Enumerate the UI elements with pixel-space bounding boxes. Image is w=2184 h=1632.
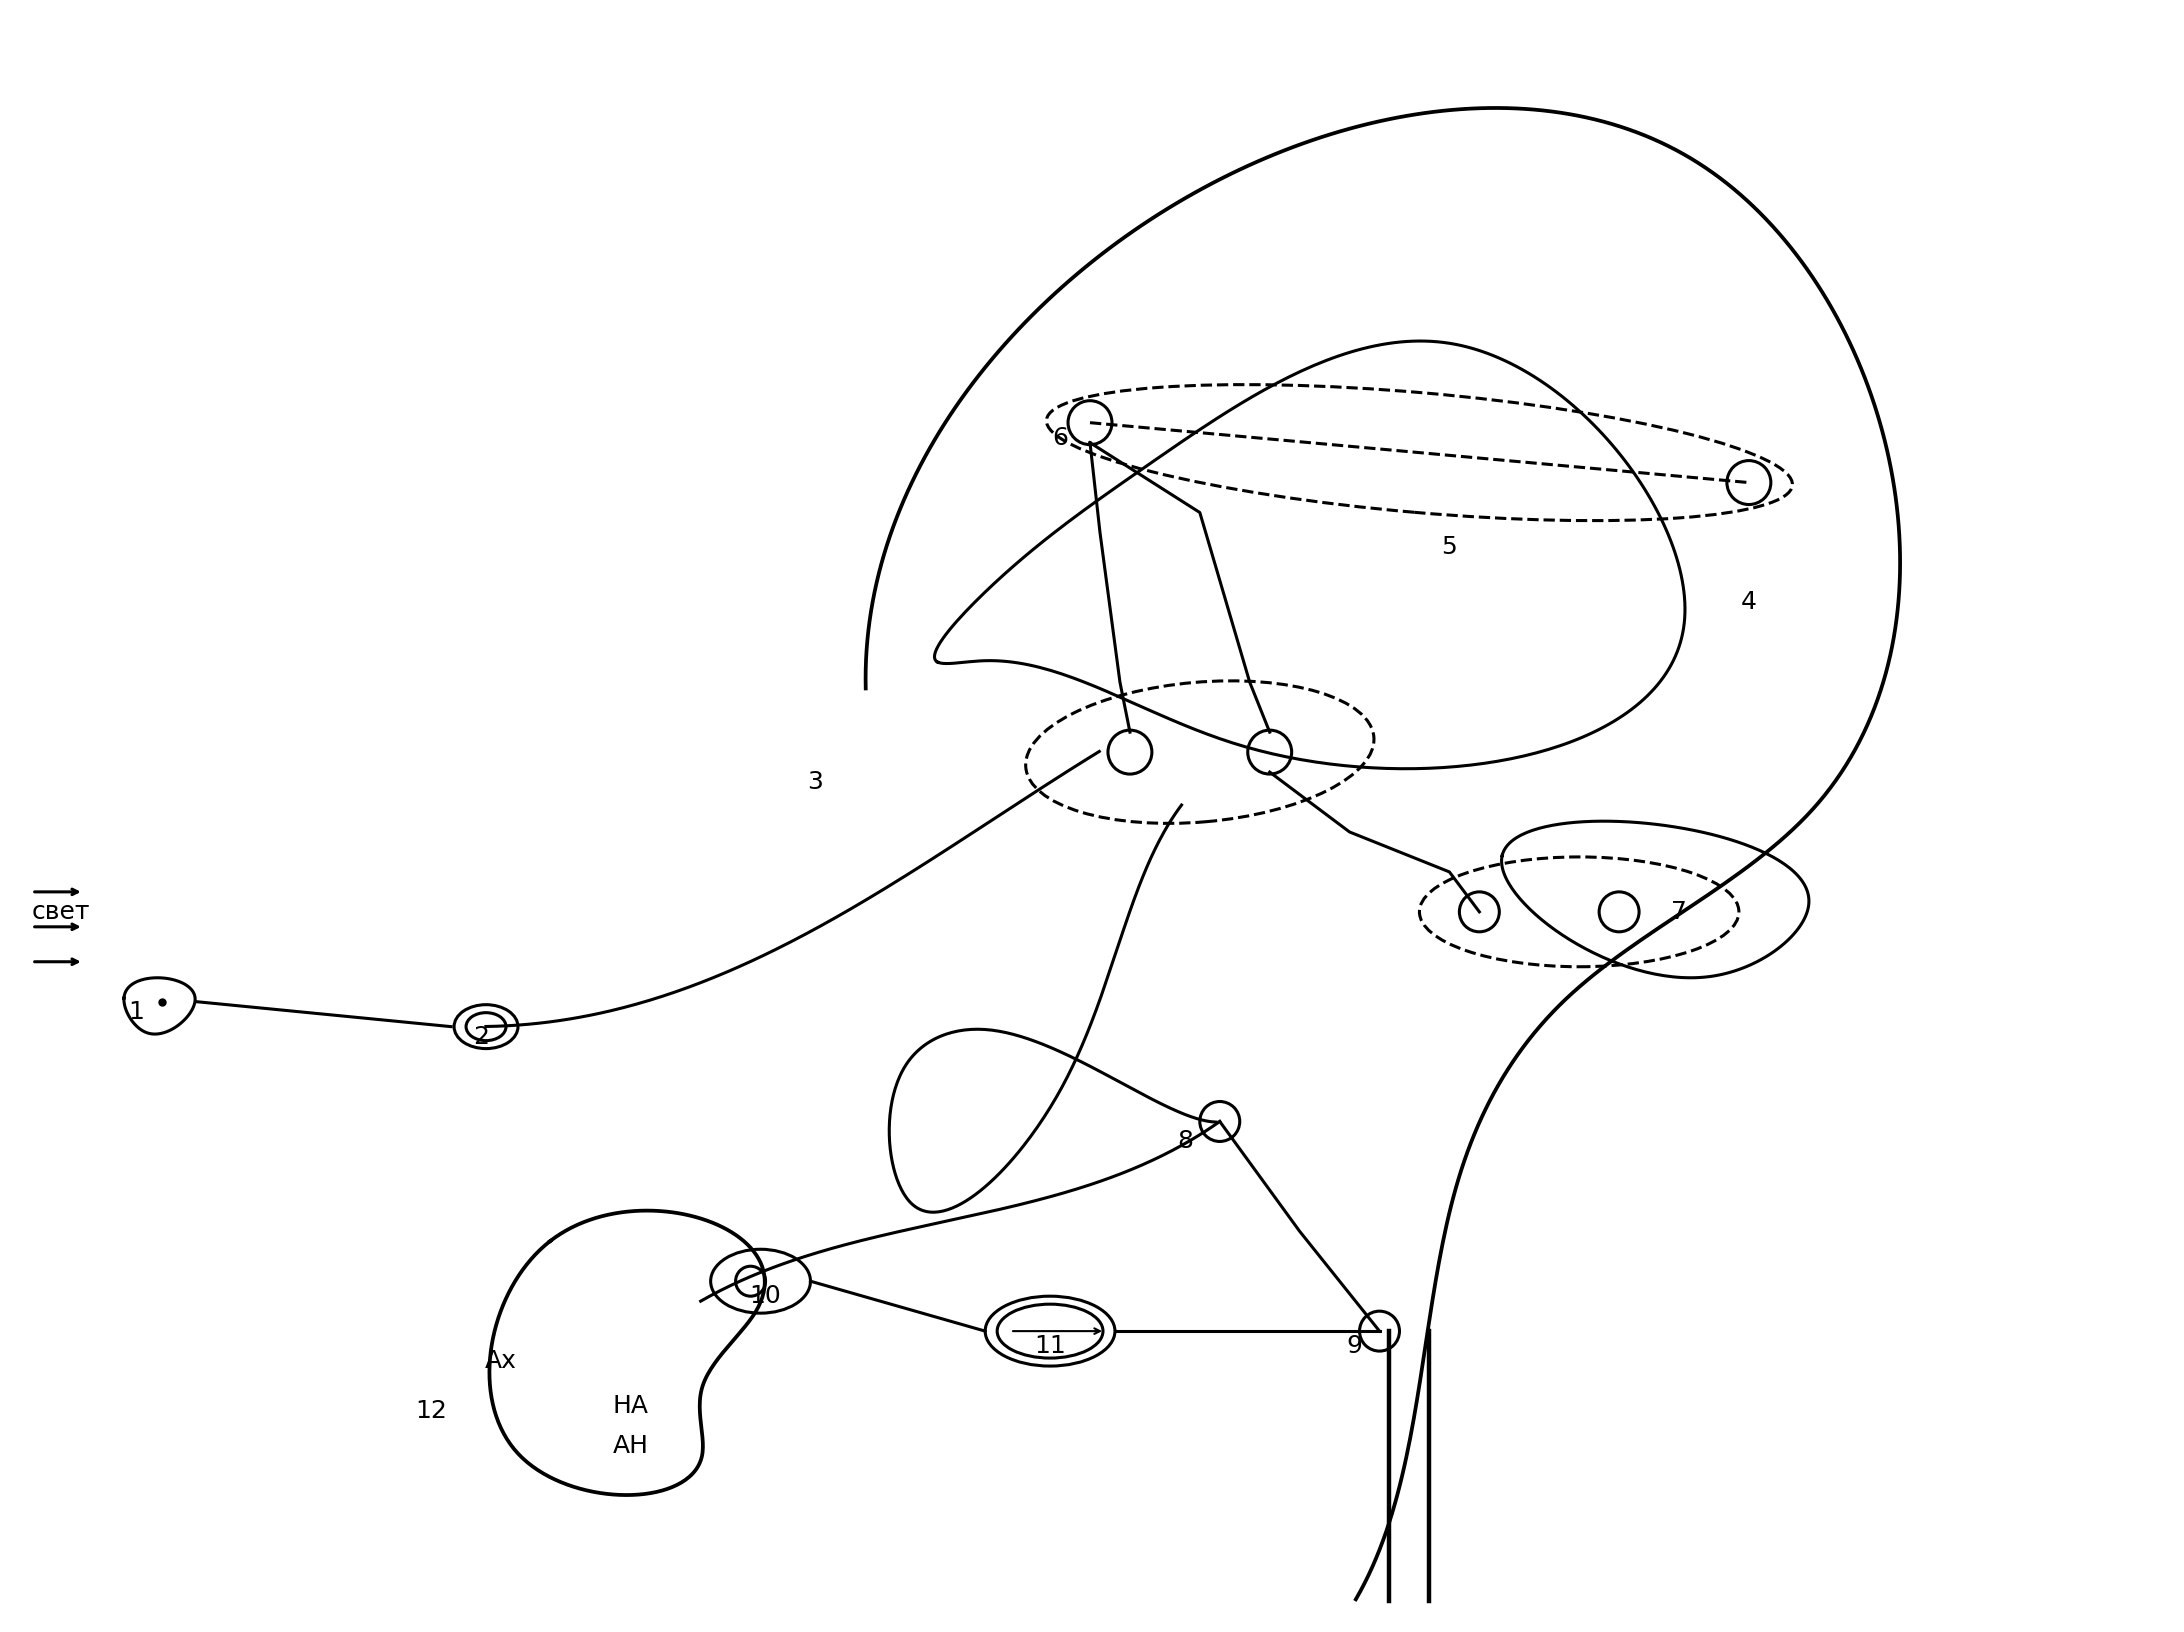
- Text: 5: 5: [1441, 535, 1457, 560]
- Text: АН: АН: [614, 1435, 649, 1457]
- Text: 3: 3: [808, 770, 823, 795]
- Text: 4: 4: [1741, 591, 1756, 614]
- Text: НА: НА: [614, 1394, 649, 1418]
- Text: 10: 10: [749, 1284, 782, 1309]
- Text: 8: 8: [1177, 1129, 1192, 1154]
- Text: 6: 6: [1053, 426, 1068, 450]
- Text: 2: 2: [474, 1025, 489, 1049]
- Text: 11: 11: [1035, 1333, 1066, 1358]
- Text: 12: 12: [415, 1399, 448, 1423]
- Text: свет: свет: [33, 899, 90, 924]
- Text: 7: 7: [1671, 899, 1686, 924]
- Text: 1: 1: [129, 1000, 144, 1023]
- Text: 9: 9: [1348, 1333, 1363, 1358]
- Text: Ах: Ах: [485, 1350, 518, 1373]
